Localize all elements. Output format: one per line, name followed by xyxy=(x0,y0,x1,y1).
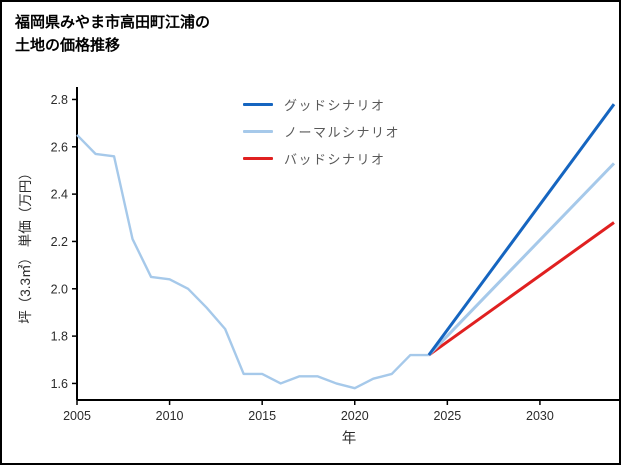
chart-legend: グッドシナリオ ノーマルシナリオ バッドシナリオ xyxy=(243,95,400,168)
legend-label-normal-scenario: ノーマルシナリオ xyxy=(284,125,401,140)
svg-text:2025: 2025 xyxy=(433,409,461,423)
svg-text:2020: 2020 xyxy=(341,409,369,423)
svg-text:2.8: 2.8 xyxy=(51,93,68,107)
svg-text:2.6: 2.6 xyxy=(51,140,68,154)
legend-label-good-scenario: グッドシナリオ xyxy=(284,98,386,113)
legend-swatch-normal-scenario xyxy=(243,130,273,133)
svg-text:1.8: 1.8 xyxy=(51,330,68,344)
svg-text:坪（3.3㎡） 単価（万円）: 坪（3.3㎡） 単価（万円） xyxy=(18,166,33,324)
legend-item-normal-scenario: ノーマルシナリオ xyxy=(243,122,400,141)
chart-title-line2: 土地の価格推移 xyxy=(15,37,121,55)
svg-text:2015: 2015 xyxy=(248,409,276,423)
legend-swatch-bad-scenario xyxy=(243,157,273,160)
chart-title-line1: 福岡県みやま市高田町江浦の xyxy=(15,14,211,31)
svg-text:2.2: 2.2 xyxy=(51,235,68,249)
svg-text:2.0: 2.0 xyxy=(51,282,68,296)
legend-item-bad-scenario: バッドシナリオ xyxy=(243,149,400,168)
legend-label-bad-scenario: バッドシナリオ xyxy=(284,152,386,167)
legend-item-good-scenario: グッドシナリオ xyxy=(243,95,400,114)
svg-text:年: 年 xyxy=(342,430,357,447)
svg-text:2.4: 2.4 xyxy=(51,188,68,202)
svg-text:2030: 2030 xyxy=(526,409,554,423)
svg-text:2005: 2005 xyxy=(63,409,91,423)
chart-title: 福岡県みやま市高田町江浦の 土地の価格推移 xyxy=(15,11,210,58)
svg-text:2010: 2010 xyxy=(156,409,184,423)
legend-swatch-good-scenario xyxy=(243,103,273,106)
svg-text:1.6: 1.6 xyxy=(51,377,68,391)
